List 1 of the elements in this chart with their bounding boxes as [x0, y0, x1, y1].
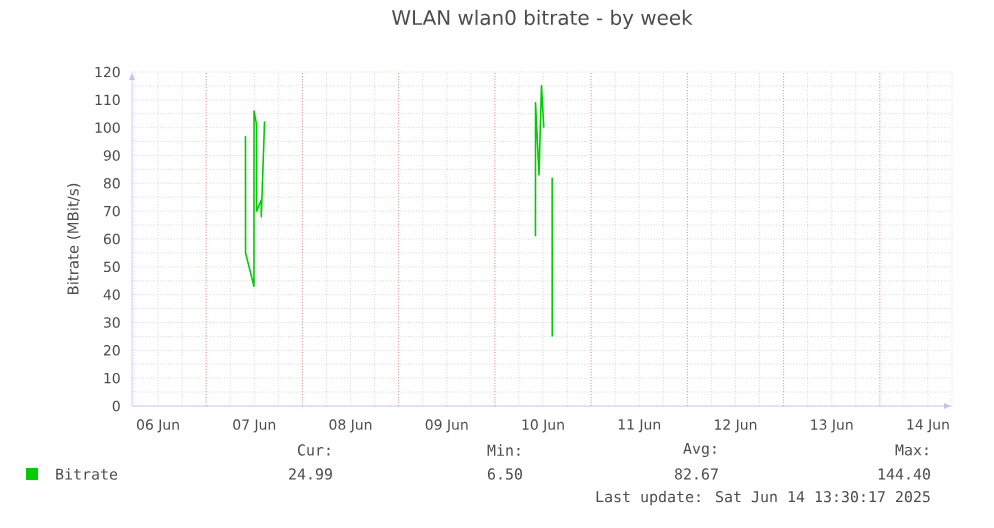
chart-title: WLAN wlan0 bitrate - by week: [392, 9, 693, 30]
